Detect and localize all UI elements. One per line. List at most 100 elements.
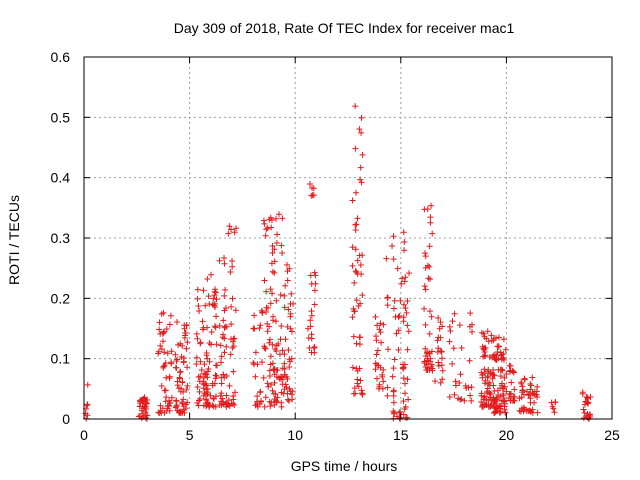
data-point <box>587 393 594 400</box>
data-point <box>257 388 264 395</box>
data-point <box>221 349 228 356</box>
data-point <box>359 151 366 158</box>
data-point <box>422 253 429 260</box>
data-point <box>439 355 446 362</box>
x-tick-labels: 0 5 10 15 20 25 <box>80 427 620 443</box>
data-point <box>518 379 525 386</box>
data-point <box>182 405 189 412</box>
data-point <box>402 305 409 312</box>
data-point <box>374 375 381 382</box>
data-point <box>404 376 411 383</box>
data-point <box>213 373 220 380</box>
data-point <box>394 265 401 272</box>
data-point <box>222 286 229 293</box>
data-point <box>503 371 510 378</box>
data-point <box>260 217 267 224</box>
data-point <box>390 408 397 415</box>
data-point <box>272 346 279 353</box>
data-point <box>405 328 412 335</box>
data-point <box>231 229 238 236</box>
data-point <box>225 230 232 237</box>
data-point <box>269 341 276 348</box>
data-point <box>285 346 292 353</box>
data-point <box>468 397 475 404</box>
data-point <box>353 269 360 276</box>
data-point <box>200 392 207 399</box>
data-point <box>489 375 496 382</box>
data-point <box>396 415 403 422</box>
data-point <box>468 321 475 328</box>
data-point <box>218 390 225 397</box>
data-point <box>203 382 210 389</box>
data-point <box>494 348 501 355</box>
data-point <box>204 374 211 381</box>
data-point <box>279 365 286 372</box>
data-point <box>399 275 406 282</box>
data-point <box>193 354 200 361</box>
data-point <box>397 297 404 304</box>
data-point <box>200 374 207 381</box>
data-point <box>446 323 453 330</box>
data-point <box>307 272 314 279</box>
data-point <box>402 414 409 421</box>
data-point <box>281 360 288 367</box>
data-point <box>285 306 292 313</box>
data-point <box>358 114 365 121</box>
data-point <box>446 394 453 401</box>
data-point <box>259 359 266 366</box>
data-point <box>173 318 180 325</box>
data-point <box>284 277 291 284</box>
data-point <box>281 351 288 358</box>
data-point <box>284 396 291 403</box>
data-point <box>282 336 289 343</box>
data-points <box>82 103 594 422</box>
data-point <box>424 206 431 213</box>
data-point <box>142 403 149 410</box>
data-point <box>580 406 587 413</box>
data-point <box>485 373 492 380</box>
data-point <box>525 392 532 399</box>
data-point <box>271 269 278 276</box>
data-point <box>165 402 172 409</box>
data-point <box>503 388 510 395</box>
data-point <box>478 398 485 405</box>
data-point <box>349 197 356 204</box>
data-point <box>400 229 407 236</box>
data-point <box>269 387 276 394</box>
data-point <box>424 365 431 372</box>
data-point <box>509 367 516 374</box>
y-tick-label: 0.6 <box>51 49 71 65</box>
data-point <box>260 374 267 381</box>
data-point <box>136 403 143 410</box>
data-point <box>195 302 202 309</box>
data-point <box>227 268 234 275</box>
data-point <box>266 216 273 223</box>
data-point <box>179 399 186 406</box>
data-point <box>157 342 164 349</box>
data-point <box>184 382 191 389</box>
data-point <box>426 330 433 337</box>
data-point <box>229 295 236 302</box>
data-point <box>355 383 362 390</box>
data-point <box>208 329 215 336</box>
data-point <box>194 335 201 342</box>
data-point <box>212 403 219 410</box>
data-point <box>579 389 586 396</box>
data-point <box>352 390 359 397</box>
data-point <box>435 315 442 322</box>
data-point <box>390 387 397 394</box>
data-point <box>158 346 165 353</box>
data-point <box>168 394 175 401</box>
data-point <box>310 185 317 192</box>
data-point <box>285 397 292 404</box>
data-point <box>173 397 180 404</box>
data-point <box>481 333 488 340</box>
data-point <box>401 247 408 254</box>
data-point <box>160 338 167 345</box>
data-point <box>284 323 291 330</box>
data-point <box>491 372 498 379</box>
data-point <box>488 332 495 339</box>
data-point <box>516 395 523 402</box>
data-point <box>273 399 280 406</box>
data-point <box>183 386 190 393</box>
